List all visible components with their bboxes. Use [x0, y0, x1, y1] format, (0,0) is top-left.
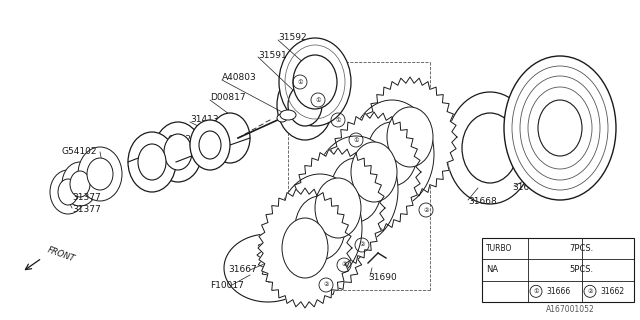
Text: ②: ②: [423, 207, 429, 212]
Text: ②: ②: [587, 289, 593, 294]
Text: 7PCS.: 7PCS.: [569, 244, 593, 253]
Text: 31690: 31690: [368, 274, 397, 283]
Text: 31377: 31377: [72, 194, 100, 203]
Polygon shape: [291, 148, 385, 268]
Text: 31591: 31591: [258, 51, 287, 60]
Polygon shape: [327, 112, 421, 232]
Ellipse shape: [446, 92, 534, 204]
Ellipse shape: [288, 84, 322, 126]
Text: F10017: F10017: [210, 281, 244, 290]
Text: 31643: 31643: [512, 183, 541, 193]
Text: 5PCS.: 5PCS.: [569, 266, 593, 275]
Ellipse shape: [62, 162, 98, 206]
Ellipse shape: [504, 56, 616, 200]
Ellipse shape: [277, 114, 287, 122]
Ellipse shape: [58, 179, 78, 205]
Text: ①: ①: [297, 79, 303, 84]
Ellipse shape: [331, 158, 381, 222]
Ellipse shape: [210, 113, 250, 163]
Text: ②: ②: [323, 283, 329, 287]
Ellipse shape: [287, 225, 333, 285]
Text: ①: ①: [353, 138, 359, 142]
Ellipse shape: [154, 122, 202, 182]
Ellipse shape: [277, 70, 333, 140]
Text: TURBO: TURBO: [486, 244, 513, 253]
Polygon shape: [257, 211, 363, 299]
Text: G43208: G43208: [168, 135, 204, 145]
Polygon shape: [363, 77, 457, 197]
Ellipse shape: [190, 120, 230, 170]
Ellipse shape: [70, 171, 90, 197]
Ellipse shape: [87, 158, 113, 190]
Text: NA: NA: [486, 266, 498, 275]
Ellipse shape: [293, 55, 337, 109]
Ellipse shape: [367, 122, 417, 186]
Ellipse shape: [538, 100, 582, 156]
Text: ①: ①: [335, 117, 341, 123]
Ellipse shape: [282, 218, 328, 278]
Text: ①: ①: [533, 289, 539, 294]
Ellipse shape: [78, 147, 122, 201]
Text: ②: ②: [341, 262, 347, 268]
Ellipse shape: [279, 38, 351, 126]
Text: 31413: 31413: [190, 116, 219, 124]
Text: 31592: 31592: [278, 34, 307, 43]
Ellipse shape: [315, 178, 361, 238]
Ellipse shape: [128, 132, 176, 192]
Ellipse shape: [351, 142, 397, 202]
Polygon shape: [258, 188, 352, 308]
Ellipse shape: [314, 136, 398, 244]
Bar: [482, 238, 634, 302]
Ellipse shape: [295, 196, 345, 260]
Ellipse shape: [50, 170, 86, 214]
Text: ②: ②: [359, 243, 365, 247]
Ellipse shape: [278, 174, 362, 282]
Text: G54102: G54102: [62, 148, 97, 156]
Ellipse shape: [164, 134, 192, 170]
Text: FRONT: FRONT: [46, 246, 76, 264]
Ellipse shape: [462, 113, 518, 183]
Ellipse shape: [387, 107, 433, 167]
Text: D00817: D00817: [210, 93, 246, 102]
Ellipse shape: [350, 100, 434, 208]
Text: A40803: A40803: [222, 74, 257, 83]
Text: 31668: 31668: [468, 197, 497, 206]
Text: 31377: 31377: [72, 205, 100, 214]
Ellipse shape: [280, 110, 296, 120]
Ellipse shape: [199, 131, 221, 159]
Text: A167001052: A167001052: [546, 306, 595, 315]
Text: ①: ①: [315, 98, 321, 102]
Text: 31667: 31667: [228, 266, 257, 275]
Ellipse shape: [138, 144, 166, 180]
Text: 31662: 31662: [600, 287, 624, 296]
Text: 31666: 31666: [546, 287, 570, 296]
